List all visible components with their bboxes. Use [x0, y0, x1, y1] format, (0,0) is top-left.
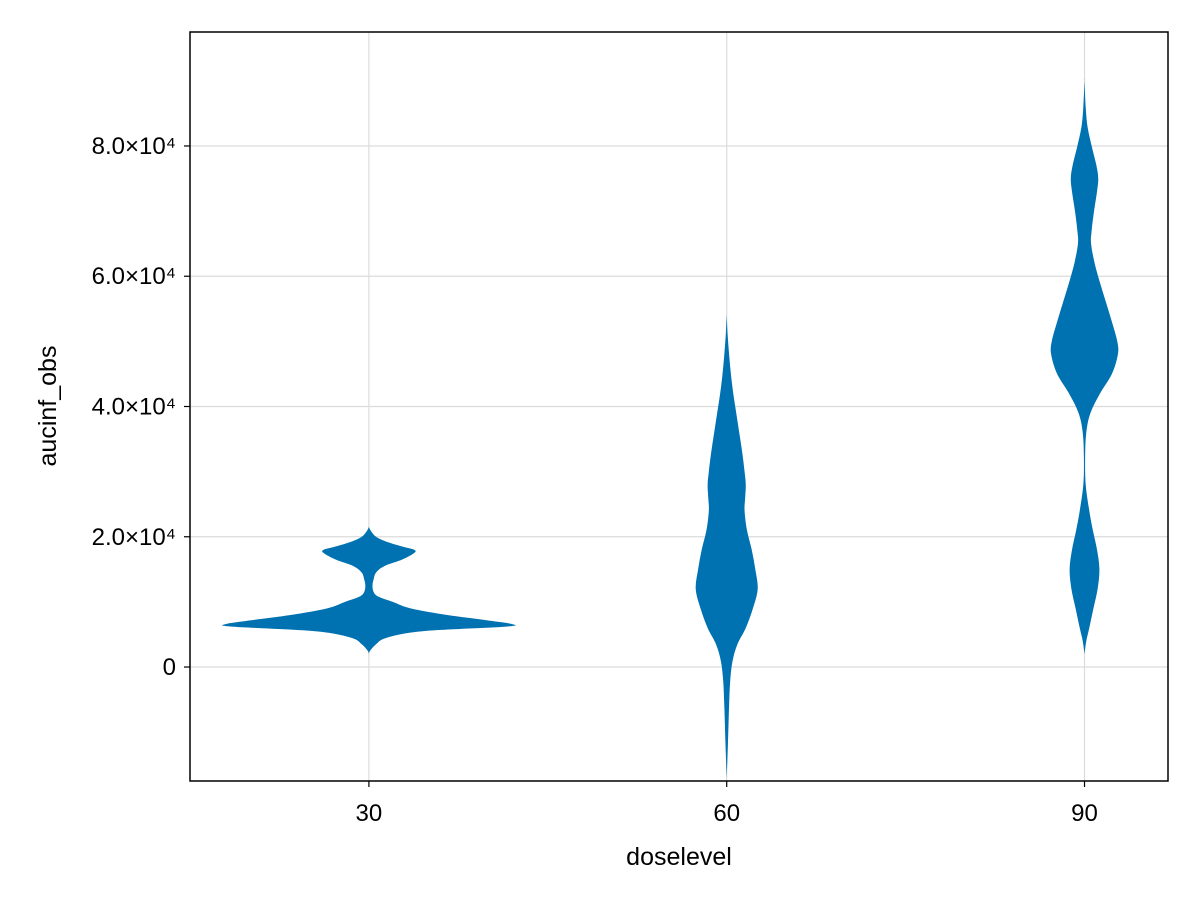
violin-60: [695, 312, 758, 778]
violins: [222, 77, 1119, 778]
violin-90: [1050, 77, 1119, 655]
y-tick-label: 0: [163, 654, 176, 681]
violin-30: [222, 526, 516, 654]
x-tick-label: 30: [356, 800, 383, 827]
y-tick-label: 8.0×10⁴: [92, 133, 176, 160]
y-axis-label: aucinf_obs: [34, 346, 62, 467]
y-tick-label: 6.0×10⁴: [92, 263, 176, 290]
x-axis-ticks: 30 60 90: [356, 781, 1098, 827]
y-axis-ticks: 0 2.0×10⁴ 4.0×10⁴ 6.0×10⁴ 8.0×10⁴: [92, 133, 190, 681]
x-tick-label: 60: [713, 800, 740, 827]
y-tick-label: 2.0×10⁴: [92, 524, 176, 551]
x-tick-label: 90: [1071, 800, 1098, 827]
y-tick-label: 4.0×10⁴: [92, 394, 176, 421]
x-axis-label: doselevel: [626, 843, 732, 871]
